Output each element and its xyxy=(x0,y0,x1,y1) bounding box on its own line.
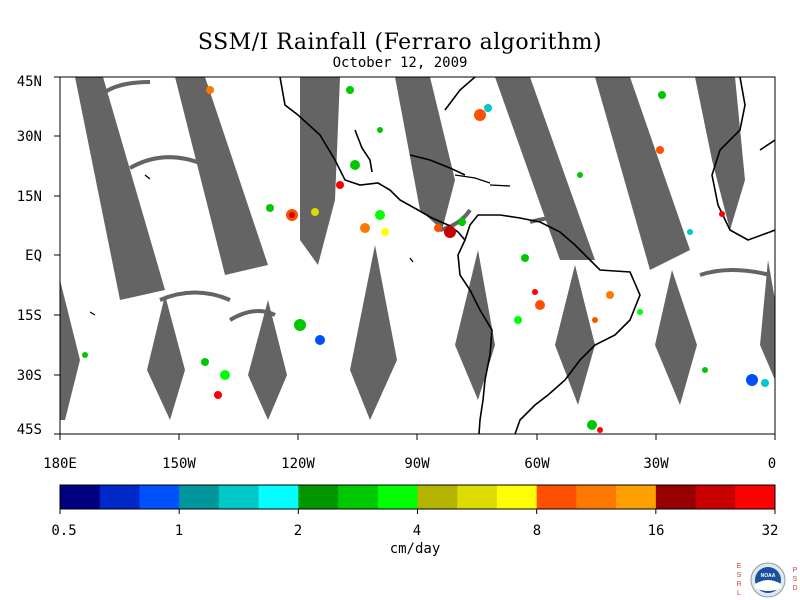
svg-text:S: S xyxy=(737,572,742,579)
lat-label: EQ xyxy=(25,248,42,264)
svg-text:D: D xyxy=(792,585,797,592)
chart-title: SSM/I Rainfall (Ferraro algorithm) xyxy=(197,30,603,55)
colorbar-swatch xyxy=(218,485,260,509)
colorbar-units: cm/day xyxy=(389,541,441,557)
lon-label: 60W xyxy=(524,456,550,472)
lon-label: 150W xyxy=(162,456,196,472)
colorbar-swatch xyxy=(417,485,458,509)
svg-text:E: E xyxy=(737,563,742,570)
lat-label: 30S xyxy=(16,368,42,384)
land-outlines xyxy=(279,77,775,434)
svg-text:S: S xyxy=(793,576,798,583)
rainfall-blobs xyxy=(82,86,769,433)
lat-label: 45S xyxy=(16,422,42,438)
colorbar-swatch xyxy=(60,485,101,509)
colorbar-swatch xyxy=(139,485,180,509)
colorbar-swatch xyxy=(576,485,617,509)
colorbar-swatch xyxy=(99,485,140,509)
lon-label: 180E xyxy=(43,456,77,472)
colorbar xyxy=(59,484,776,514)
colorbar-swatch xyxy=(179,485,220,509)
axis-ticks xyxy=(54,76,776,440)
svg-text:L: L xyxy=(737,590,741,597)
svg-text:R: R xyxy=(736,581,741,588)
colorbar-tick-label: 8 xyxy=(532,523,542,539)
colorbar-swatch xyxy=(536,485,577,509)
colorbar-tick-label: 16 xyxy=(647,523,665,539)
colorbar-tick-label: 4 xyxy=(412,523,422,539)
colorbar-swatch xyxy=(616,485,657,509)
lon-label: 120W xyxy=(281,456,315,472)
colorbar-swatch xyxy=(338,485,379,509)
lat-label: 45N xyxy=(16,74,42,90)
noaa-logo-text: NOAA xyxy=(761,573,776,579)
lon-label: 0 xyxy=(767,456,777,472)
lon-label: 30W xyxy=(643,456,669,472)
colorbar-swatch xyxy=(695,485,736,509)
colorbar-swatch xyxy=(298,485,339,509)
colorbar-swatch xyxy=(457,485,498,509)
map-area xyxy=(60,77,775,434)
svg-text:P: P xyxy=(793,567,798,574)
colorbar-swatch xyxy=(655,485,697,509)
colorbar-tick-label: 2 xyxy=(293,523,303,539)
chart-date: October 12, 2009 xyxy=(332,55,468,71)
colorbar-tick-label: 0.5 xyxy=(51,523,77,539)
colorbar-swatch xyxy=(377,485,418,509)
colorbar-swatch xyxy=(258,485,299,509)
colorbar-swatch xyxy=(496,485,538,509)
lat-label: 15N xyxy=(16,189,42,205)
noaa-esrl-psd-logo: E S R L P S D NOAA xyxy=(736,562,798,598)
colorbar-tick-label: 32 xyxy=(761,523,779,539)
lon-label: 90W xyxy=(404,456,430,472)
lat-label: 15S xyxy=(16,308,42,324)
no-data-swaths xyxy=(60,77,775,420)
colorbar-tick-label: 1 xyxy=(174,523,184,539)
lat-label: 30N xyxy=(16,129,42,145)
colorbar-swatch xyxy=(735,485,776,509)
